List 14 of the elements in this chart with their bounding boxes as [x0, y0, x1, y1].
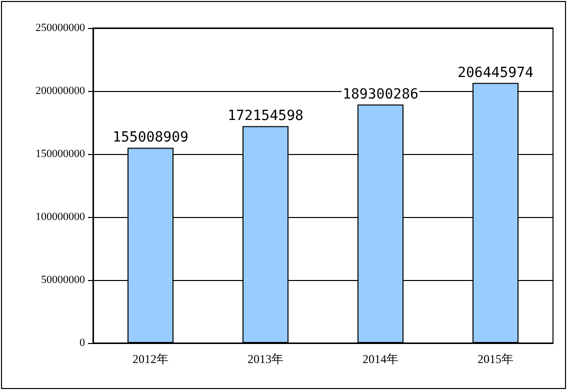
x-tick-label: 2015年	[478, 352, 514, 366]
data-label: 155008909	[112, 130, 188, 146]
data-label: 189300286	[342, 86, 418, 102]
x-tick-label: 2012年	[132, 352, 168, 366]
y-tick-label: 250000000	[36, 22, 86, 34]
y-tick-label: 200000000	[36, 85, 86, 97]
y-tick-label: 50000000	[41, 274, 86, 286]
y-tick-label: 100000000	[36, 211, 86, 223]
x-tick-label: 2013年	[248, 352, 284, 366]
data-label: 172154598	[228, 108, 304, 124]
data-label: 206445974	[458, 64, 534, 81]
x-tick-label: 2014年	[362, 352, 398, 366]
y-tick-label: 0	[80, 337, 86, 349]
y-tick-label: 150000000	[36, 148, 86, 160]
